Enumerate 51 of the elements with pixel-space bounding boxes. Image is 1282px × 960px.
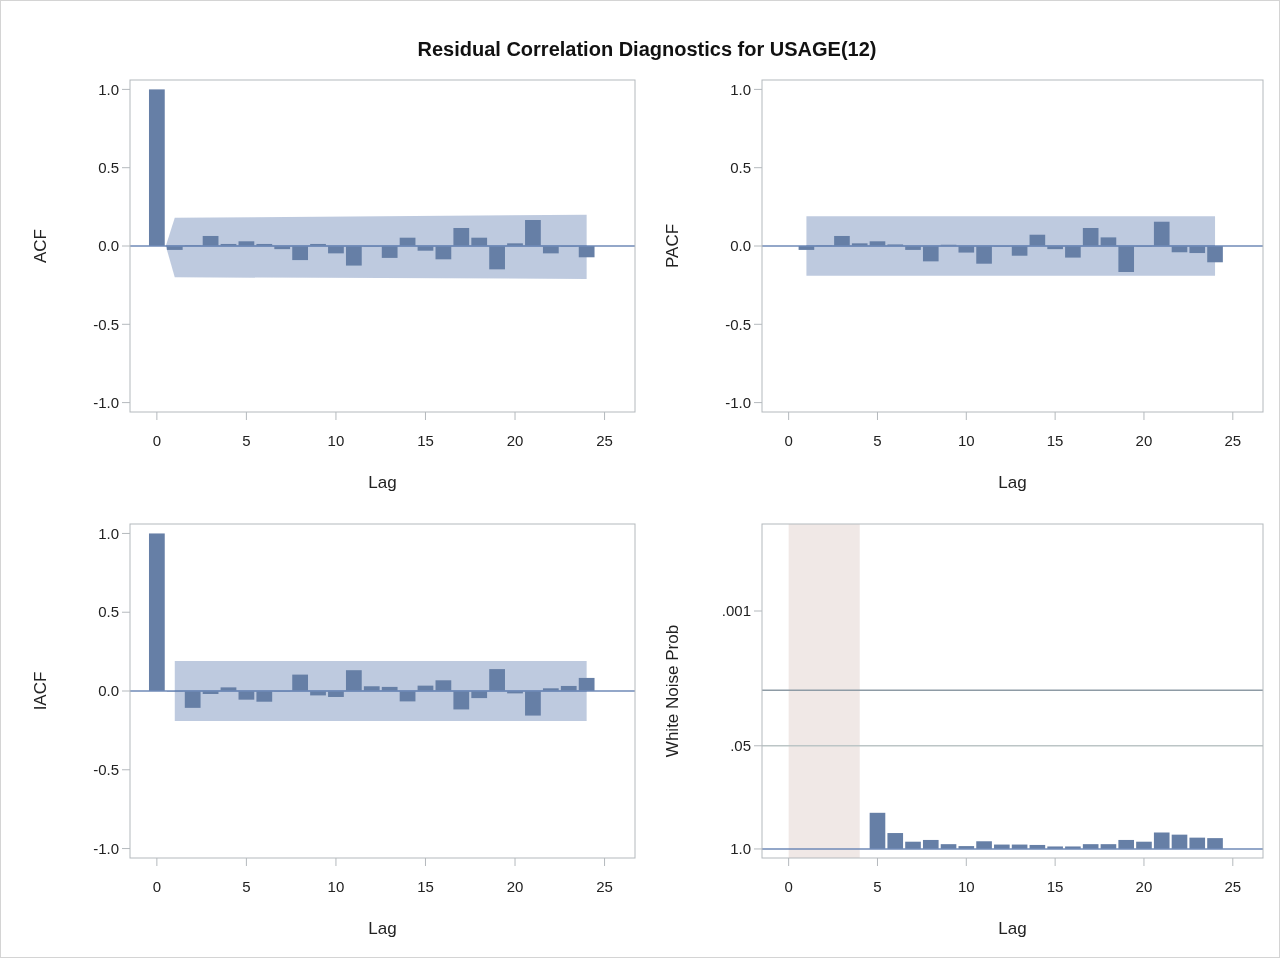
chart-title: Residual Correlation Diagnostics for USAGE(12) — [417, 38, 877, 60]
x-tick-label: 20 — [1135, 432, 1153, 449]
x-tick-label: 15 — [1046, 432, 1064, 449]
x-tick-label: 15 — [417, 432, 434, 449]
y-tick-label: 1.0 — [730, 80, 751, 98]
x-tick-label: 0 — [152, 878, 162, 895]
y-tick-label: 0.5 — [98, 158, 119, 176]
x-tick-label: 10 — [957, 432, 975, 449]
x-axis-title: Lag — [368, 473, 397, 492]
x-tick-label: 5 — [242, 432, 251, 449]
y-tick-label: -1.0 — [93, 393, 119, 411]
x-tick-label: 15 — [1046, 878, 1064, 895]
y-axis-title: IACF — [31, 671, 50, 711]
y-axis-title: White Noise Prob — [663, 624, 682, 758]
x-axis-title: Lag — [368, 919, 397, 938]
x-tick-label: 10 — [957, 878, 975, 895]
y-tick-label: .001 — [721, 602, 751, 620]
x-tick-label: 5 — [873, 432, 882, 449]
y-axis-title: PACF — [663, 223, 682, 269]
y-tick-label: -1.0 — [725, 393, 751, 411]
x-tick-label: 15 — [417, 878, 434, 895]
x-tick-label: 10 — [327, 432, 345, 449]
y-tick-label: -0.5 — [725, 315, 751, 333]
y-tick-label: -0.5 — [93, 315, 119, 333]
x-tick-label: 25 — [1224, 878, 1242, 895]
y-tick-label: 1.0 — [98, 80, 119, 98]
x-tick-label: 20 — [506, 878, 524, 895]
y-tick-label: -1.0 — [93, 839, 119, 857]
x-tick-label: 5 — [873, 878, 882, 895]
y-tick-label: 0.0 — [98, 237, 119, 255]
x-tick-label: 20 — [1135, 878, 1153, 895]
x-axis-title: Lag — [998, 473, 1027, 492]
y-tick-label: 1.0 — [730, 840, 751, 858]
x-tick-label: 25 — [596, 432, 613, 449]
x-tick-label: 5 — [242, 878, 251, 895]
y-tick-label: 0.5 — [730, 158, 751, 176]
x-axis-title: Lag — [998, 919, 1027, 938]
y-tick-label: -0.5 — [93, 761, 119, 779]
x-tick-label: 0 — [152, 432, 162, 449]
y-tick-label: 0.0 — [730, 237, 751, 255]
x-tick-label: 25 — [1224, 432, 1242, 449]
x-tick-label: 20 — [506, 432, 524, 449]
x-tick-label: 10 — [327, 878, 345, 895]
y-tick-label: .05 — [730, 737, 751, 755]
y-tick-label: 0.5 — [98, 603, 119, 621]
x-tick-label: 0 — [784, 432, 793, 449]
y-axis-title: ACF — [31, 229, 50, 263]
y-tick-label: 1.0 — [98, 524, 119, 542]
x-tick-label: 0 — [784, 878, 793, 895]
y-tick-label: 0.0 — [98, 682, 119, 700]
x-tick-label: 25 — [596, 878, 613, 895]
